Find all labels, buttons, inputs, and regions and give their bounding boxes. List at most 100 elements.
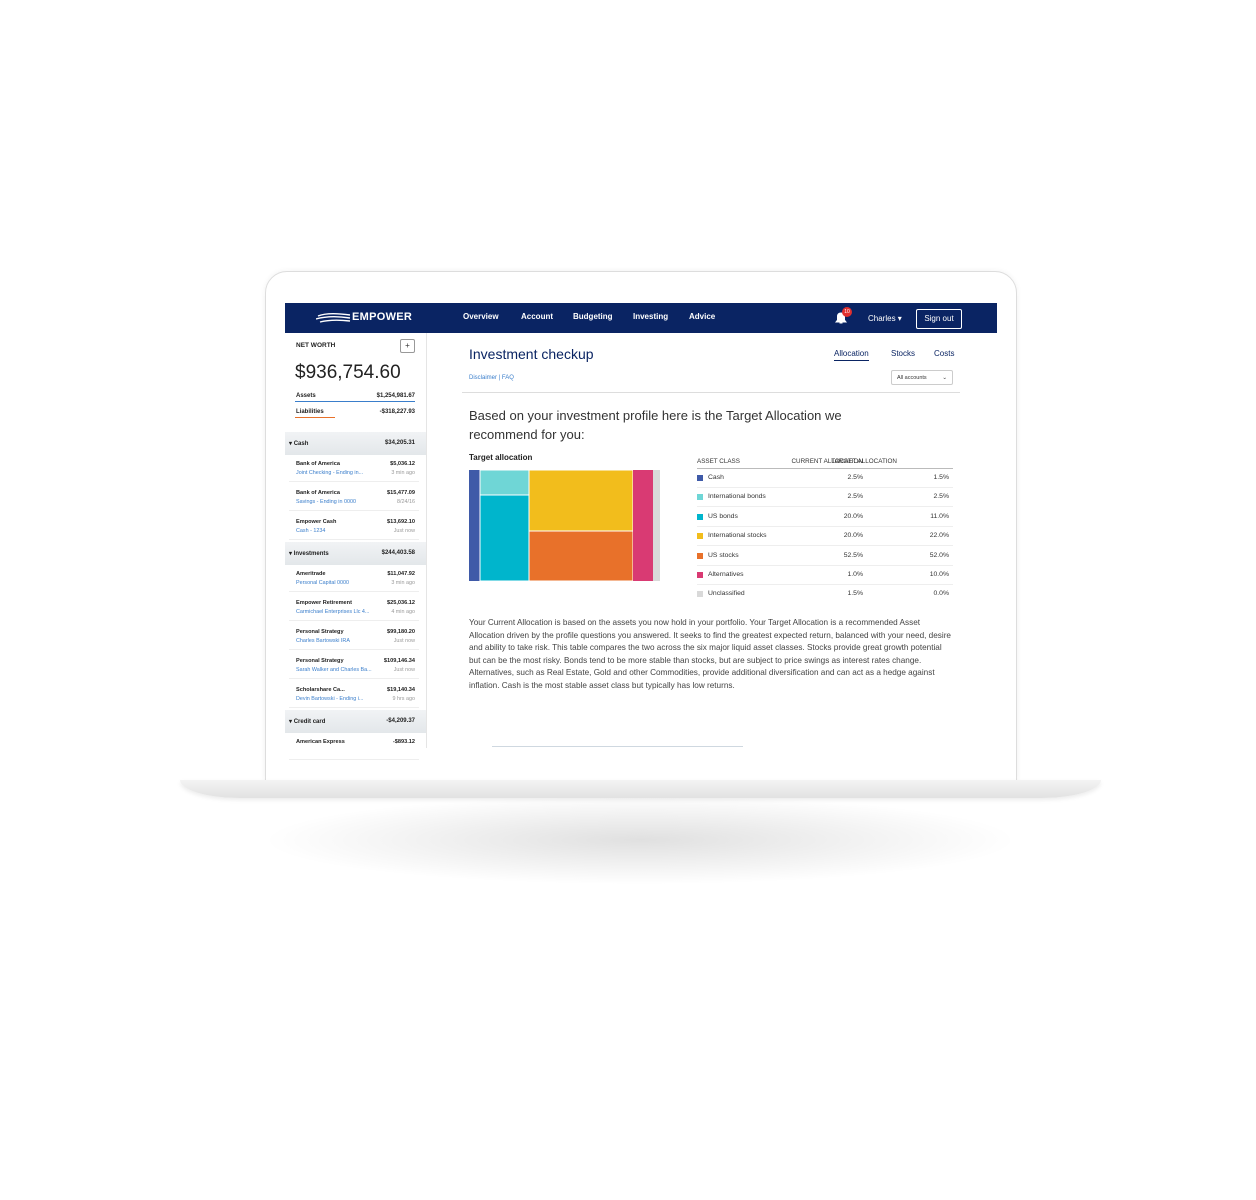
asset-class: Unclassified [708,590,745,598]
row-divider [289,539,419,540]
table-header: ASSET CLASS [697,458,740,465]
treemap-cell [633,470,653,581]
account-detail: Personal Capital 0000 [296,580,350,586]
liabilities: -$318,227.93 [379,409,415,415]
row-divider [289,707,419,708]
current-allocation: 20.0% [843,532,863,540]
tab[interactable]: Costs [934,349,955,358]
assets-label[interactable]: Assets [296,393,316,399]
legend-swatch [697,494,703,501]
add-button[interactable]: + [400,339,415,353]
row-rule [697,545,953,547]
row-divider [289,481,419,482]
page-title: Investment checkup [469,346,594,362]
account-name[interactable]: Personal Strategy [296,658,344,664]
account-amount: $15,477.09 [387,490,415,496]
asset-class: International stocks [708,532,767,540]
account-detail: Savings - Ending in 0000 [296,499,356,505]
row-divider [289,649,419,650]
nav-item[interactable]: Account [521,312,553,321]
legend-swatch [697,513,703,520]
group-name[interactable]: ▾ Investments [289,551,329,557]
target-allocation: 2.5% [933,493,950,501]
account-name[interactable]: Personal Strategy [296,629,344,635]
group-name[interactable]: ▾ Cash [289,441,309,447]
treemap-cell [653,470,660,581]
nav-item[interactable]: Budgeting [573,312,613,321]
current-allocation: 20.0% [843,512,863,520]
heading: Based on your investment profile here is… [469,408,842,442]
navbar [285,303,997,333]
table-header: CURRENT ALLOCATION [791,458,864,465]
account-amount: $25,036.12 [387,600,415,606]
dropdown[interactable]: All accounts ⌄ [891,370,953,385]
account-name[interactable]: American Express [296,739,345,745]
account-time: 3 min ago [391,470,415,476]
account-name[interactable]: Empower Cash [296,519,337,525]
account-name[interactable]: Empower Retirement [296,600,352,606]
nav-item[interactable]: Advice [689,312,716,321]
tab[interactable]: Stocks [891,349,916,358]
group-total: -$4,209.37 [386,718,415,724]
account-name[interactable]: Bank of America [296,490,340,496]
nav-item[interactable]: Investing [633,312,669,321]
assets-bar [295,401,415,402]
asset-class: US stocks [708,551,739,559]
group-name[interactable]: ▾ Credit card [289,719,326,725]
row-rule [697,506,953,508]
row-divider [289,510,419,511]
treemap-cell [469,470,480,581]
user-menu[interactable]: Charles ▾ [868,314,902,323]
asset-class: Cash [708,474,724,481]
account-time: Just now [393,667,415,673]
dropdown-label: All accounts [897,375,927,381]
logo[interactable]: EMPOWER [352,311,413,323]
account-name[interactable]: Ameritrade [296,571,326,577]
target-allocation: 22.0% [929,532,949,540]
account-time: Just now [393,638,415,644]
legend-swatch [697,475,703,481]
nav-item[interactable]: Overview [463,312,499,321]
account-name[interactable]: Bank of America [296,461,340,467]
target-allocation: 10.0% [929,571,949,578]
current-allocation: 1.5% [847,590,864,598]
account-detail: Charles Bartowski IRA [296,638,350,644]
row-rule [697,584,953,585]
current-allocation: 2.5% [847,474,864,481]
row-divider [289,678,419,679]
link[interactable]: Disclaimer [469,375,498,381]
account-time: 3 min ago [391,580,415,586]
assets: $1,254,981.67 [376,393,415,399]
divider [462,392,960,393]
legend-swatch [697,591,703,598]
account-time: Just now [393,528,415,534]
liabilities-label[interactable]: Liabilities [296,409,324,415]
row-divider [289,759,419,760]
net-worth-label: NET WORTH [296,342,336,349]
logo-icon [316,313,351,323]
account-amount: $109,146.34 [383,658,415,664]
row-rule [697,564,953,566]
header-rule [697,468,953,469]
laptop-base [180,780,1101,798]
user-name: Charles [868,314,896,323]
shadow [260,795,1020,885]
net-worth: $936,754.60 [295,362,401,383]
chevron: ⌄ [942,375,947,381]
current-allocation: 1.0% [847,571,864,578]
target-allocation: 52.0% [929,551,949,559]
row-rule [697,525,953,527]
asset-class: Alternatives [708,571,744,578]
link[interactable]: FAQ [501,375,514,381]
account-amount: $13,692.10 [387,519,415,525]
legend-swatch [697,533,703,540]
account-name[interactable]: Scholarshare Ca... [296,687,345,693]
links: Disclaimer | FAQ [469,375,514,381]
notification-badge: 10 [842,307,852,317]
target-allocation: 11.0% [930,512,949,520]
sign-out-button[interactable]: Sign out [916,309,962,329]
treemap-cell [528,530,634,581]
tab-active[interactable]: Allocation [834,349,869,361]
chart-title: Target allocation [469,453,533,462]
